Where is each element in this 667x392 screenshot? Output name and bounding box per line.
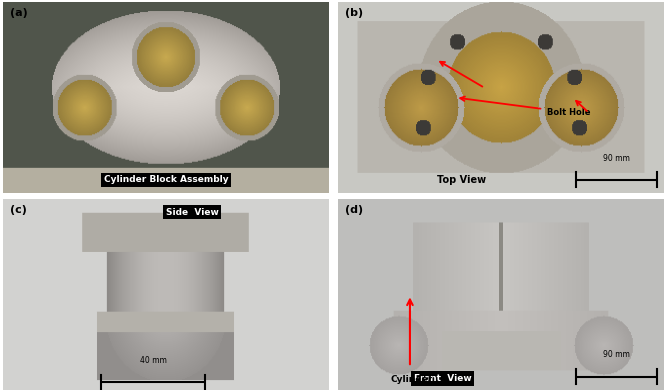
Text: (d): (d) [345,205,363,214]
Text: Front  View: Front View [414,374,472,383]
Text: (a): (a) [10,8,27,18]
Text: (b): (b) [345,8,363,18]
Text: Top View: Top View [438,175,486,185]
Text: Side  View: Side View [165,208,218,217]
Text: 90 mm: 90 mm [603,350,630,359]
Text: Cylinder: Cylinder [390,375,433,384]
Text: Cylinder Block Assembly: Cylinder Block Assembly [103,175,228,184]
Text: Bolt Hole: Bolt Hole [546,108,590,117]
Text: 40 mm: 40 mm [139,356,166,365]
Text: 90 mm: 90 mm [603,154,630,163]
Text: (c): (c) [10,205,27,214]
